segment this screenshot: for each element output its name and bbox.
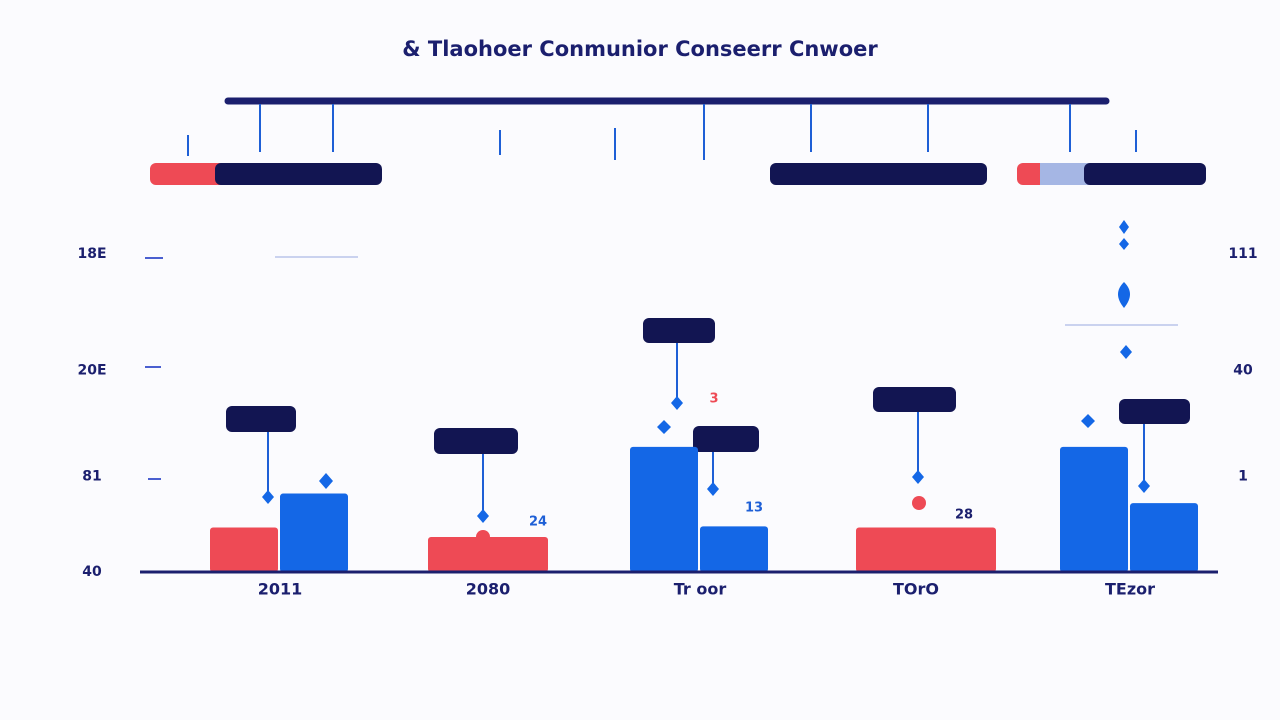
data-label: 3 <box>709 392 718 407</box>
timeline <box>187 97 1137 160</box>
bar <box>630 446 698 572</box>
y2-tick-label: 1 <box>1238 469 1248 485</box>
y-tick-label: 18E <box>77 246 106 262</box>
x-tick-label: 2011 <box>258 580 303 599</box>
chart-title: & Tlaohoer Conmunior Conseerr Cnwoer <box>402 37 878 61</box>
bar <box>700 526 768 572</box>
bar <box>210 527 278 572</box>
y-tick-label: 40 <box>82 564 102 580</box>
y2-tick-label: 111 <box>1228 246 1257 262</box>
data-label: 24 <box>529 515 547 530</box>
y2-tick-label: 40 <box>1233 363 1253 379</box>
bar <box>856 527 996 572</box>
bar <box>280 493 348 572</box>
bar <box>1130 503 1198 572</box>
x-tick-label: 2080 <box>466 580 511 599</box>
data-label: 28 <box>955 508 973 523</box>
y-tick-label: 81 <box>82 469 101 485</box>
x-tick-label: TOrO <box>893 580 939 599</box>
x-tick-label: TEzor <box>1105 580 1155 599</box>
pills <box>150 163 1206 454</box>
bar <box>1060 446 1128 572</box>
x-tick-label: Tr oor <box>674 580 727 599</box>
y-tick-label: 20E <box>77 363 106 379</box>
data-label: 13 <box>745 501 763 516</box>
bar <box>428 537 548 572</box>
